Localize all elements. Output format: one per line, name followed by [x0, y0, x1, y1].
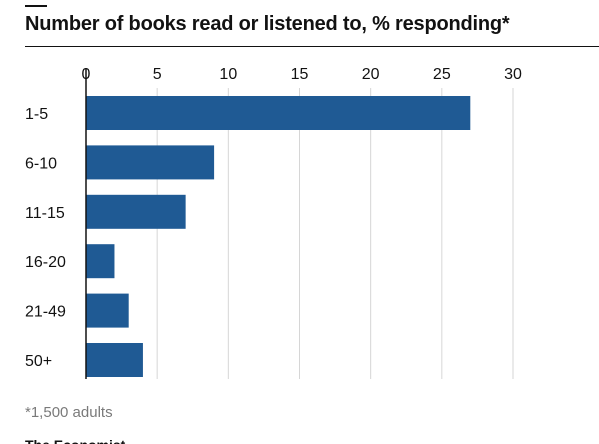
source-logo-fragment: The Economist — [25, 436, 175, 444]
category-label: 50+ — [25, 353, 52, 370]
title-underline — [25, 46, 599, 47]
category-label: 6-10 — [25, 155, 57, 172]
bar — [86, 96, 471, 130]
category-label: 1-5 — [25, 106, 48, 123]
bar — [86, 343, 143, 377]
x-tick-label: 5 — [153, 66, 162, 83]
gridlines — [156, 88, 514, 379]
bar — [86, 293, 129, 328]
x-tick-label: 25 — [433, 66, 451, 83]
category-labels: 1-5 6-10 11-15 16-20 21-49 50+ — [25, 106, 66, 370]
category-label: 16-20 — [25, 254, 66, 271]
chart-title: Number of books read or listened to, % r… — [25, 13, 510, 35]
bar — [86, 194, 186, 229]
bar — [86, 244, 115, 279]
tick-labels: 051015202530 — [82, 66, 522, 83]
x-tick-label: 10 — [219, 66, 237, 83]
x-tick-label: 15 — [291, 66, 309, 83]
title-accent-rule — [25, 5, 47, 7]
bar — [86, 145, 215, 180]
footnote: *1,500 adults — [25, 404, 113, 421]
category-label: 11-15 — [25, 205, 65, 222]
category-label: 21-49 — [25, 304, 66, 321]
x-tick-label: 20 — [362, 66, 380, 83]
bars — [86, 96, 471, 377]
x-tick-label: 30 — [504, 66, 522, 83]
